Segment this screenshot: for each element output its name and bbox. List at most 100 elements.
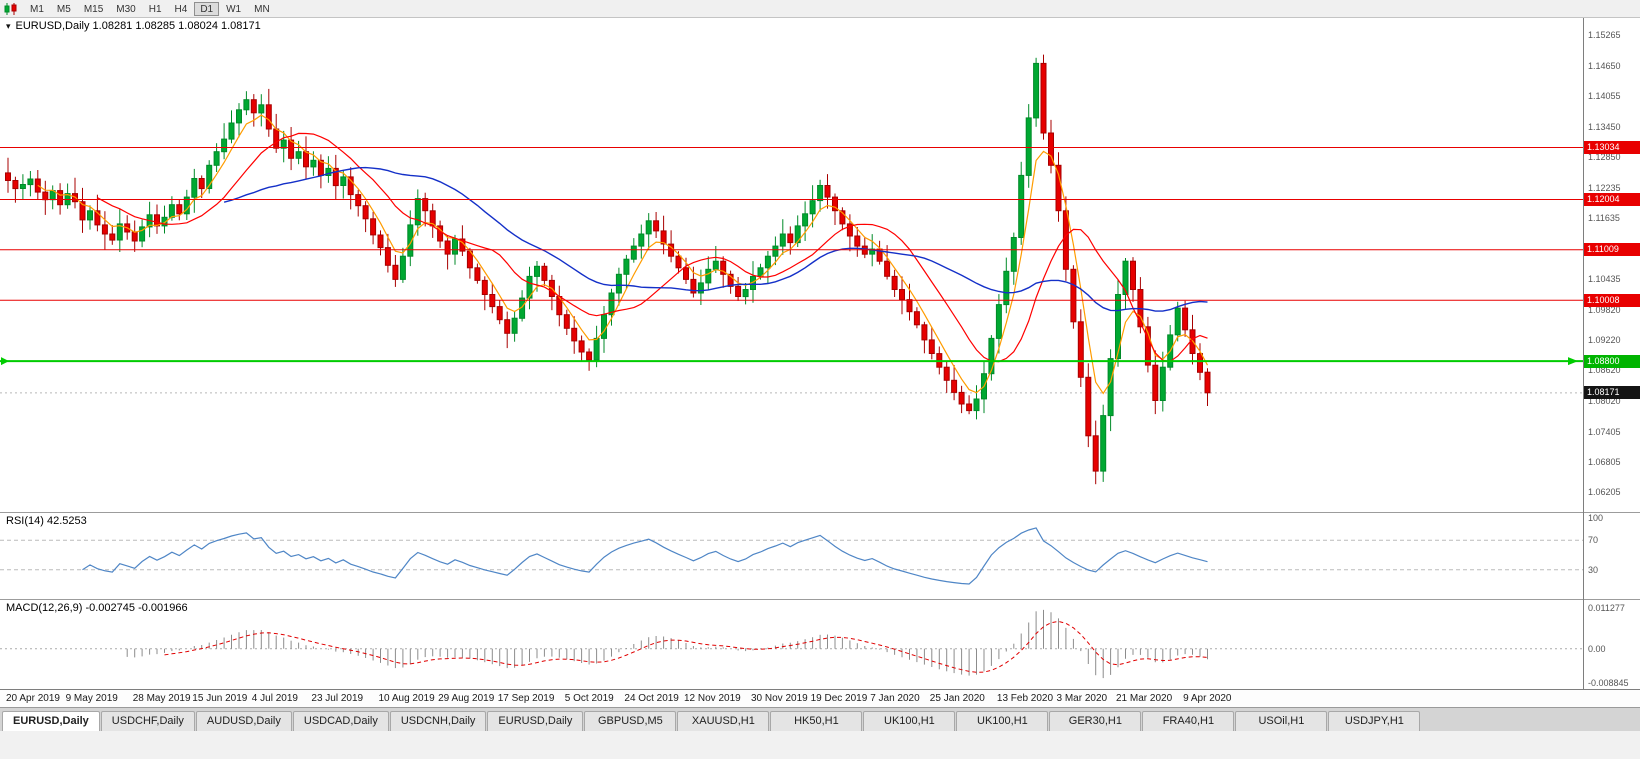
chart-tab-eurusd-daily[interactable]: EURUSD,Daily bbox=[2, 711, 100, 731]
date-label: 24 Oct 2019 bbox=[624, 693, 679, 704]
price-line-badge: 1.08800 bbox=[1584, 354, 1640, 368]
price-axis-label: 1.12235 bbox=[1588, 182, 1621, 193]
chart-tab-usdcnh-daily[interactable]: USDCNH,Daily bbox=[389, 711, 487, 731]
rsi-axis-label: 30 bbox=[1588, 564, 1599, 575]
rsi-header-label: RSI(14) 42.5253 bbox=[6, 515, 87, 527]
chart-tab-audusd-daily[interactable]: AUDUSD,Daily bbox=[195, 711, 292, 731]
macd-pane-header: MACD(12,26,9) -0.002745 -0.001966 bbox=[6, 602, 188, 614]
date-label: 7 Jan 2020 bbox=[870, 693, 920, 704]
timeframe-button-mn[interactable]: MN bbox=[254, 3, 270, 15]
price-line-badge: 1.11009 bbox=[1584, 243, 1640, 257]
price-axis[interactable]: 1.15265 1.14650 1.14055 1.13450 1.12850 1.122… bbox=[1583, 18, 1640, 689]
date-label: 12 Nov 2019 bbox=[684, 693, 741, 704]
price-axis-macd[interactable]: 0.011277 0.00 -0.008845 bbox=[1584, 599, 1640, 689]
candles-layer bbox=[5, 54, 1211, 485]
timeframe-button-w1[interactable]: W1 bbox=[226, 3, 242, 15]
price-axis-label: 1.09820 bbox=[1588, 304, 1621, 315]
chart-tab-gbpusd-m5[interactable]: GBPUSD,M5 bbox=[584, 711, 677, 731]
timeframe-buttons: M1 M5 M15 M30 H1 H4 D1 W1 MN bbox=[24, 1, 276, 16]
candlestick-chart-icon[interactable] bbox=[3, 2, 19, 15]
horizontal-lines-layer bbox=[0, 147, 1583, 366]
macd-signal-line bbox=[164, 620, 1208, 673]
price-axis-label: 1.08020 bbox=[1588, 395, 1621, 406]
macd-plot[interactable] bbox=[0, 600, 1583, 689]
price-axis-main[interactable]: 1.15265 1.14650 1.14055 1.13450 1.12850 1.122… bbox=[1584, 18, 1640, 512]
rsi-pane-header: RSI(14) 42.5253 bbox=[6, 515, 87, 527]
date-label: 10 Aug 2019 bbox=[378, 693, 435, 704]
price-axis-label: 1.06805 bbox=[1588, 456, 1621, 467]
date-label: 30 Nov 2019 bbox=[751, 693, 808, 704]
timeframe-button-h1[interactable]: H1 bbox=[148, 3, 162, 15]
price-axis-label: 1.14650 bbox=[1588, 60, 1621, 71]
timeframe-toolbar: M1 M5 M15 M30 H1 H4 D1 W1 MN bbox=[0, 0, 1640, 18]
date-label: 3 Mar 2020 bbox=[1056, 693, 1108, 704]
chart-tab-usdchf-daily[interactable]: USDCHF,Daily bbox=[100, 711, 195, 731]
chart-tab-uk100-h1[interactable]: UK100,H1 bbox=[956, 711, 1049, 731]
price-axis-label: 1.08620 bbox=[1588, 365, 1621, 376]
macd-axis-label: -0.008845 bbox=[1588, 678, 1629, 688]
chart-tab-fra40-h1[interactable]: FRA40,H1 bbox=[1142, 711, 1235, 731]
timeframe-button-m30[interactable]: M30 bbox=[116, 3, 136, 15]
plot-column: ▾ EURUSD,Daily 1.08281 1.08285 1.08024 1… bbox=[0, 18, 1583, 689]
date-label: 29 Aug 2019 bbox=[438, 693, 495, 704]
price-axis-label: 1.07405 bbox=[1588, 426, 1621, 437]
time-axis[interactable]: 20 Apr 2019 9 May 2019 28 May 2019 15 Jun 2… bbox=[0, 689, 1640, 707]
rsi-axis-label: 100 bbox=[1588, 513, 1604, 523]
timeframe-button-h4[interactable]: H4 bbox=[174, 3, 188, 15]
price-axis-rsi[interactable]: 100 70 30 bbox=[1584, 512, 1640, 599]
date-label: 17 Sep 2019 bbox=[497, 693, 555, 704]
date-label: 5 Oct 2019 bbox=[564, 693, 614, 704]
date-label: 23 Jul 2019 bbox=[311, 693, 364, 704]
chart-tab-usoil-h1[interactable]: USOil,H1 bbox=[1235, 711, 1328, 731]
date-label: 28 May 2019 bbox=[132, 693, 191, 704]
price-chart-pane[interactable]: ▾ EURUSD,Daily 1.08281 1.08285 1.08024 1… bbox=[0, 18, 1583, 512]
chart-tab-usdcad-daily[interactable]: USDCAD,Daily bbox=[292, 711, 389, 731]
price-axis-label: 1.14055 bbox=[1588, 91, 1621, 101]
price-line-badge: 1.12004 bbox=[1584, 193, 1640, 206]
price-axis-label: 1.10435 bbox=[1588, 273, 1621, 284]
chart-tab-ger30-h1[interactable]: GER30,H1 bbox=[1049, 711, 1142, 731]
macd-pane[interactable]: MACD(12,26,9) -0.002745 -0.001966 bbox=[0, 599, 1583, 689]
chart-tab-eurusd-daily[interactable]: EURUSD,Daily bbox=[487, 711, 584, 731]
macd-axis-label: 0.00 bbox=[1588, 643, 1606, 654]
chart-tab-usdjpy-h1[interactable]: USDJPY,H1 bbox=[1328, 711, 1421, 731]
rsi-pane[interactable]: RSI(14) 42.5253 bbox=[0, 512, 1583, 599]
timeframe-button-d1[interactable]: D1 bbox=[194, 1, 220, 16]
candlestick-plot[interactable] bbox=[0, 18, 1583, 512]
moving-averages-layer bbox=[37, 114, 1209, 395]
rsi-axis-label: 70 bbox=[1588, 535, 1599, 546]
timeframe-button-m15[interactable]: M15 bbox=[83, 3, 104, 15]
date-label: 15 Jun 2019 bbox=[192, 693, 248, 704]
chart-tab-hk50-h1[interactable]: HK50,H1 bbox=[770, 711, 863, 731]
macd-histogram bbox=[126, 609, 1208, 679]
price-line-badge: 1.13034 bbox=[1584, 141, 1640, 154]
price-axis-label: 1.06205 bbox=[1588, 487, 1621, 498]
price-line-badge: 1.10008 bbox=[1584, 293, 1640, 307]
macd-header-label: MACD(12,26,9) -0.002745 -0.001966 bbox=[6, 602, 188, 614]
chart-menu-icon[interactable]: ▾ bbox=[6, 20, 11, 31]
chart-tab-uk100-h1[interactable]: UK100,H1 bbox=[863, 711, 956, 731]
price-axis-label: 1.09220 bbox=[1588, 334, 1621, 345]
date-label: 19 Dec 2019 bbox=[810, 693, 868, 704]
date-label: 13 Feb 2020 bbox=[996, 693, 1054, 704]
date-label: 9 May 2019 bbox=[65, 693, 118, 704]
timeframe-button-m5[interactable]: M5 bbox=[56, 3, 71, 15]
price-axis-label: 1.15265 bbox=[1588, 29, 1621, 40]
date-label: 4 Jul 2019 bbox=[251, 693, 298, 704]
timeframe-button-m1[interactable]: M1 bbox=[30, 3, 44, 15]
price-axis-label: 1.11635 bbox=[1588, 213, 1620, 224]
date-label: 9 Apr 2020 bbox=[1183, 693, 1232, 704]
chart-workspace: ▾ EURUSD,Daily 1.08281 1.08285 1.08024 1… bbox=[0, 18, 1640, 689]
chart-tabs-bar: EURUSD,Daily USDCHF,Daily AUDUSD,Daily USDC… bbox=[0, 707, 1640, 731]
price-axis-label: 1.13450 bbox=[1588, 121, 1621, 132]
chart-ohlc-header: EURUSD,Daily 1.08281 1.08285 1.08024 1.0… bbox=[15, 20, 261, 32]
price-axis-label: 1.12850 bbox=[1588, 151, 1621, 162]
chart-tab-xauusd-h1[interactable]: XAUUSD,H1 bbox=[677, 711, 770, 731]
price-line-badge: 1.08171 bbox=[1584, 386, 1640, 400]
rsi-line bbox=[82, 527, 1208, 585]
date-label: 25 Jan 2020 bbox=[929, 693, 985, 704]
status-strip bbox=[0, 731, 1640, 759]
date-label: 21 Mar 2020 bbox=[1116, 693, 1173, 704]
rsi-plot[interactable] bbox=[0, 513, 1583, 599]
